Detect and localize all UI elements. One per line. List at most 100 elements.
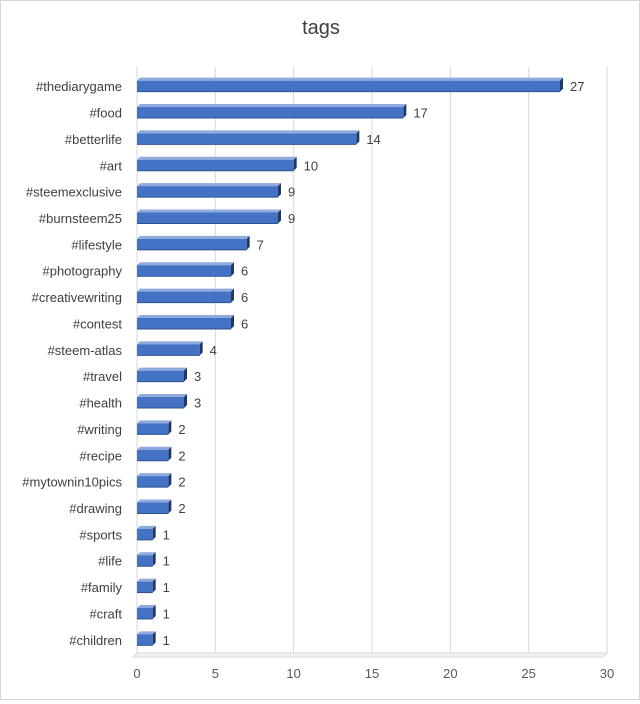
bar-side-face <box>231 314 234 329</box>
data-label: 3 <box>194 396 201 411</box>
bar-top-face <box>137 578 156 582</box>
data-label: 6 <box>241 290 248 305</box>
bar-top-face <box>137 367 187 371</box>
x-tick-label: 10 <box>286 666 300 681</box>
x-tick-label: 0 <box>133 666 140 681</box>
category-label: #betterlife <box>65 132 122 147</box>
bar-side-face <box>356 130 360 145</box>
bar-side-face <box>168 420 172 435</box>
bar-side-face <box>184 394 187 409</box>
bar-side-face <box>403 104 407 119</box>
bar <box>137 344 200 356</box>
bar-top-face <box>137 104 407 108</box>
bar-side-face <box>152 578 156 593</box>
bar-side-face <box>152 631 156 646</box>
bar <box>137 502 169 514</box>
bar-top-face <box>137 156 297 160</box>
x-tick-label: 25 <box>521 666 535 681</box>
data-label: 27 <box>570 79 584 94</box>
data-label: 6 <box>241 316 248 331</box>
bar-top-face <box>137 314 234 318</box>
category-label: #burnsteem25 <box>39 211 122 226</box>
bar <box>137 476 169 488</box>
data-label: 1 <box>163 554 170 569</box>
data-label: 1 <box>163 633 170 648</box>
category-label: #art <box>100 158 123 173</box>
data-label: 2 <box>178 422 185 437</box>
bar-side-face <box>278 209 281 224</box>
category-label: #steemexclusive <box>26 185 122 200</box>
category-label: #lifestyle <box>71 237 122 252</box>
data-label: 17 <box>413 106 427 121</box>
bar-side-face <box>278 183 281 198</box>
bar-side-face <box>231 288 234 303</box>
bar-side-face <box>168 499 172 514</box>
data-label: 7 <box>257 237 264 252</box>
bar <box>137 317 231 329</box>
category-label: #travel <box>83 369 122 384</box>
bar-side-face <box>152 525 156 540</box>
data-label: 9 <box>288 185 295 200</box>
bar-side-face <box>168 446 172 461</box>
x-tick-label: 30 <box>600 666 614 681</box>
bar <box>137 107 404 119</box>
category-label: #sports <box>79 527 122 542</box>
bar <box>137 581 153 593</box>
data-label: 4 <box>210 343 217 358</box>
bar <box>137 397 184 409</box>
category-label: #mytownin10pics <box>22 475 122 490</box>
bar-top-face <box>137 183 281 187</box>
bar-top-face <box>137 552 156 556</box>
bar-side-face <box>168 473 172 488</box>
bar-top-face <box>137 604 156 608</box>
bar <box>137 449 169 461</box>
category-label: #contest <box>73 316 123 331</box>
bar-top-face <box>137 288 234 292</box>
bar-side-face <box>152 552 156 567</box>
bar <box>137 370 184 382</box>
data-label: 1 <box>163 580 170 595</box>
bar <box>137 634 153 646</box>
bar-top-face <box>137 209 281 213</box>
bar-top-face <box>137 394 187 398</box>
bar <box>137 607 153 619</box>
bar-top-face <box>137 341 203 345</box>
bar-side-face <box>152 604 156 619</box>
category-label: #food <box>89 106 122 121</box>
data-label: 6 <box>241 264 248 279</box>
x-tick-label: 15 <box>365 666 379 681</box>
x-tick-label: 20 <box>443 666 457 681</box>
bar-side-face <box>199 341 203 356</box>
category-label: #thediarygame <box>36 79 122 94</box>
bar <box>137 159 294 171</box>
category-label: #health <box>79 396 122 411</box>
bar-top-face <box>137 446 172 450</box>
category-label: #craft <box>89 606 122 621</box>
bar-top-face <box>137 262 234 266</box>
bar-side-face <box>246 235 250 250</box>
bar <box>137 528 153 540</box>
data-label: 3 <box>194 369 201 384</box>
category-label: #writing <box>77 422 122 437</box>
data-label: 2 <box>178 475 185 490</box>
category-label: #drawing <box>69 501 122 516</box>
bar-top-face <box>137 499 172 503</box>
bar <box>137 212 278 224</box>
bar-top-face <box>137 420 172 424</box>
category-label: #photography <box>42 264 122 279</box>
category-label: #steem-atlas <box>48 343 123 358</box>
bar <box>137 555 153 567</box>
category-label: #creativewriting <box>32 290 122 305</box>
data-label: 9 <box>288 211 295 226</box>
chart-floor <box>131 652 609 658</box>
bar <box>137 238 247 250</box>
data-label: 1 <box>163 606 170 621</box>
bar <box>137 423 169 435</box>
chart-title: tags <box>302 17 340 39</box>
bar <box>137 80 560 92</box>
bar-top-face <box>137 130 360 134</box>
data-label: 14 <box>366 132 380 147</box>
data-label: 2 <box>178 448 185 463</box>
bar-side-face <box>293 156 297 171</box>
